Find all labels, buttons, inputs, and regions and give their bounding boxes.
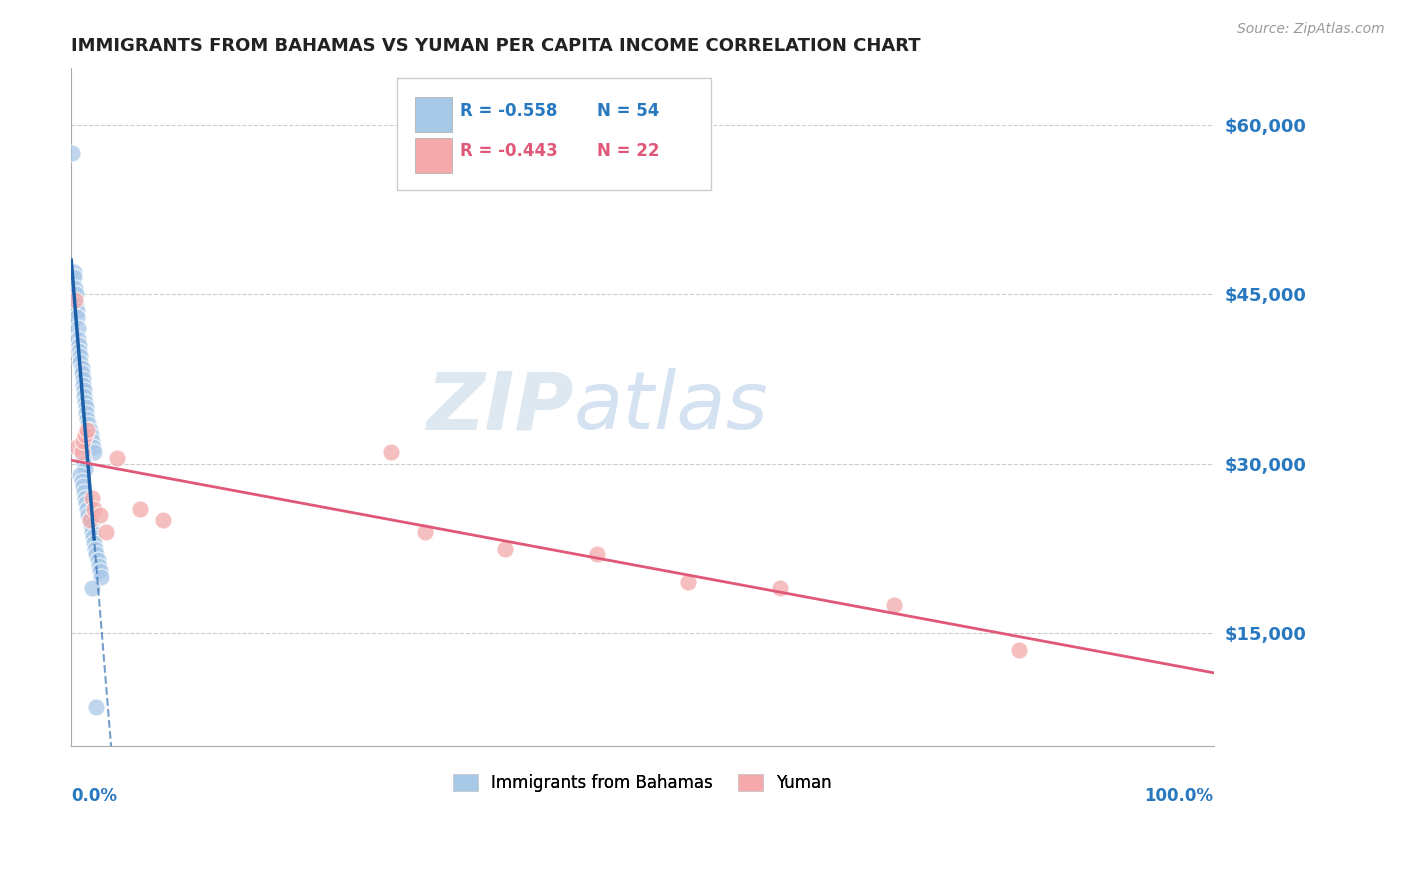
Point bbox=[80, 581, 103, 595]
Point bbox=[62, 264, 84, 278]
Point bbox=[67, 338, 90, 352]
Point bbox=[76, 502, 98, 516]
Point bbox=[76, 411, 98, 425]
Point bbox=[72, 434, 94, 449]
Point bbox=[67, 343, 90, 358]
Point bbox=[87, 558, 110, 573]
Text: Source: ZipAtlas.com: Source: ZipAtlas.com bbox=[1237, 22, 1385, 37]
Point bbox=[83, 536, 105, 550]
Point bbox=[79, 428, 101, 442]
Point bbox=[72, 377, 94, 392]
Point bbox=[72, 372, 94, 386]
Point bbox=[82, 440, 104, 454]
Point bbox=[585, 547, 607, 561]
Point bbox=[75, 401, 97, 415]
Point bbox=[79, 519, 101, 533]
Point bbox=[380, 445, 402, 459]
Point bbox=[75, 496, 97, 510]
Point bbox=[79, 513, 101, 527]
Point bbox=[83, 445, 105, 459]
FancyBboxPatch shape bbox=[415, 97, 451, 132]
Point bbox=[79, 513, 101, 527]
Point bbox=[73, 383, 96, 397]
Point bbox=[89, 508, 111, 522]
Point bbox=[72, 479, 94, 493]
Point bbox=[69, 349, 91, 363]
Point bbox=[73, 389, 96, 403]
Point bbox=[70, 445, 93, 459]
Point bbox=[70, 474, 93, 488]
Point bbox=[63, 293, 86, 307]
Point bbox=[768, 581, 790, 595]
Point bbox=[415, 524, 437, 539]
Text: N = 22: N = 22 bbox=[596, 143, 659, 161]
Point bbox=[72, 451, 94, 466]
Point bbox=[494, 541, 516, 556]
Point bbox=[73, 491, 96, 505]
Text: IMMIGRANTS FROM BAHAMAS VS YUMAN PER CAPITA INCOME CORRELATION CHART: IMMIGRANTS FROM BAHAMAS VS YUMAN PER CAP… bbox=[72, 37, 921, 55]
Point bbox=[89, 564, 111, 578]
Point bbox=[63, 281, 86, 295]
Point bbox=[73, 485, 96, 500]
Point bbox=[152, 513, 174, 527]
Point bbox=[86, 699, 108, 714]
Point bbox=[80, 434, 103, 449]
Point bbox=[75, 406, 97, 420]
Point bbox=[62, 270, 84, 285]
Point bbox=[77, 508, 100, 522]
Text: N = 54: N = 54 bbox=[596, 102, 659, 120]
FancyBboxPatch shape bbox=[396, 78, 711, 190]
Point bbox=[83, 502, 105, 516]
Point bbox=[883, 598, 905, 612]
Point bbox=[60, 145, 83, 160]
Point bbox=[676, 575, 699, 590]
FancyBboxPatch shape bbox=[415, 138, 451, 173]
Point bbox=[77, 417, 100, 432]
Text: ZIP: ZIP bbox=[426, 368, 574, 446]
Point bbox=[69, 355, 91, 369]
Legend: Immigrants from Bahamas, Yuman: Immigrants from Bahamas, Yuman bbox=[446, 768, 838, 799]
Point bbox=[66, 310, 89, 324]
Point bbox=[73, 462, 96, 476]
Point bbox=[67, 321, 90, 335]
Point bbox=[65, 298, 87, 312]
Point bbox=[66, 440, 89, 454]
Point bbox=[73, 394, 96, 409]
Text: R = -0.443: R = -0.443 bbox=[460, 143, 557, 161]
Point bbox=[79, 423, 101, 437]
Text: atlas: atlas bbox=[574, 368, 769, 446]
Text: 100.0%: 100.0% bbox=[1144, 787, 1213, 805]
Point bbox=[69, 468, 91, 483]
Text: 0.0%: 0.0% bbox=[72, 787, 117, 805]
Point bbox=[84, 541, 107, 556]
Point bbox=[73, 457, 96, 471]
Point bbox=[80, 491, 103, 505]
Point bbox=[86, 547, 108, 561]
Point bbox=[128, 502, 150, 516]
Point bbox=[86, 553, 108, 567]
Point bbox=[67, 332, 90, 346]
Point bbox=[82, 530, 104, 544]
Point bbox=[70, 360, 93, 375]
Point bbox=[70, 366, 93, 380]
Point bbox=[65, 287, 87, 301]
Point bbox=[80, 524, 103, 539]
Point bbox=[94, 524, 117, 539]
Point bbox=[66, 304, 89, 318]
Point bbox=[73, 428, 96, 442]
Point bbox=[76, 423, 98, 437]
Text: R = -0.558: R = -0.558 bbox=[460, 102, 557, 120]
Point bbox=[105, 451, 128, 466]
Point bbox=[90, 570, 112, 584]
Point bbox=[1008, 643, 1031, 657]
